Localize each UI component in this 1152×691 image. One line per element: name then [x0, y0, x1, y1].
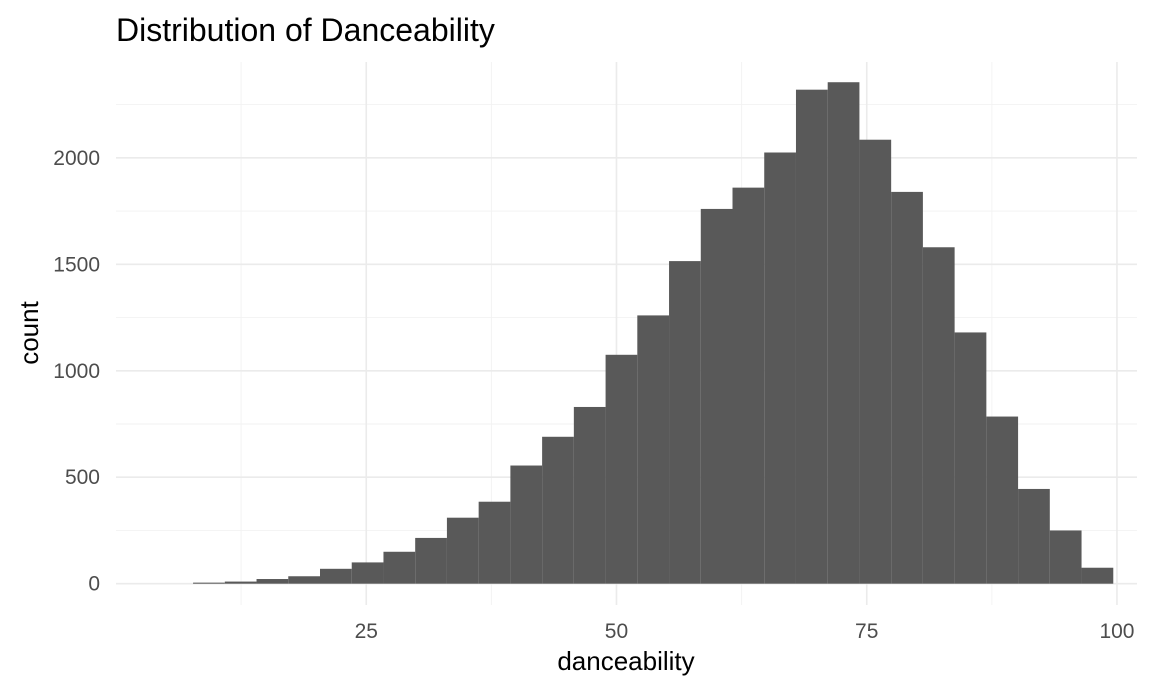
histogram-bar [510, 465, 543, 584]
histogram-bar [573, 406, 606, 584]
histogram-bar [605, 354, 638, 584]
histogram-bar [446, 517, 479, 584]
x-axis-title: danceability [557, 646, 694, 676]
histogram-bar [859, 139, 892, 584]
histogram-bar [193, 582, 225, 584]
y-tick-label: 0 [88, 573, 100, 596]
x-tick-label: 25 [355, 620, 378, 643]
y-tick-label: 500 [65, 466, 100, 489]
bars [193, 82, 1114, 584]
x-tick-label: 50 [605, 620, 628, 643]
x-tick-label: 100 [1099, 620, 1134, 643]
histogram-bar [637, 315, 670, 584]
histogram-bar [732, 187, 765, 584]
x-tick-label: 75 [855, 620, 878, 643]
x-tick-labels: 25 50 75 100 [355, 620, 1135, 643]
histogram-bar [224, 581, 257, 584]
y-tick-label: 2000 [53, 147, 100, 170]
y-axis-title: count [14, 300, 44, 364]
histogram-bar [922, 247, 955, 584]
histogram-bar [542, 436, 574, 584]
chart-title: Distribution of Danceability [116, 12, 495, 48]
y-tick-labels: 0 500 1000 1500 2000 [53, 147, 100, 596]
histogram-bar [795, 89, 828, 584]
histogram-bar [319, 568, 352, 584]
histogram-bar [1018, 488, 1050, 584]
histogram-bar [669, 261, 701, 584]
histogram-bar [764, 152, 796, 584]
histogram-bar [986, 416, 1019, 584]
histogram-bar [1049, 530, 1082, 584]
histogram-bar [891, 191, 923, 584]
histogram-bar [415, 537, 447, 584]
histogram-bar [383, 551, 416, 584]
histogram-bar [478, 501, 511, 584]
histogram-bar [827, 82, 860, 584]
histogram-bar [351, 562, 384, 584]
histogram-bar [1081, 567, 1114, 584]
histogram-bar [700, 208, 733, 584]
y-tick-label: 1500 [53, 253, 100, 276]
histogram-bar [256, 579, 289, 584]
y-tick-label: 1000 [53, 360, 100, 383]
histogram-bar [954, 332, 987, 584]
histogram-bar [288, 576, 320, 584]
